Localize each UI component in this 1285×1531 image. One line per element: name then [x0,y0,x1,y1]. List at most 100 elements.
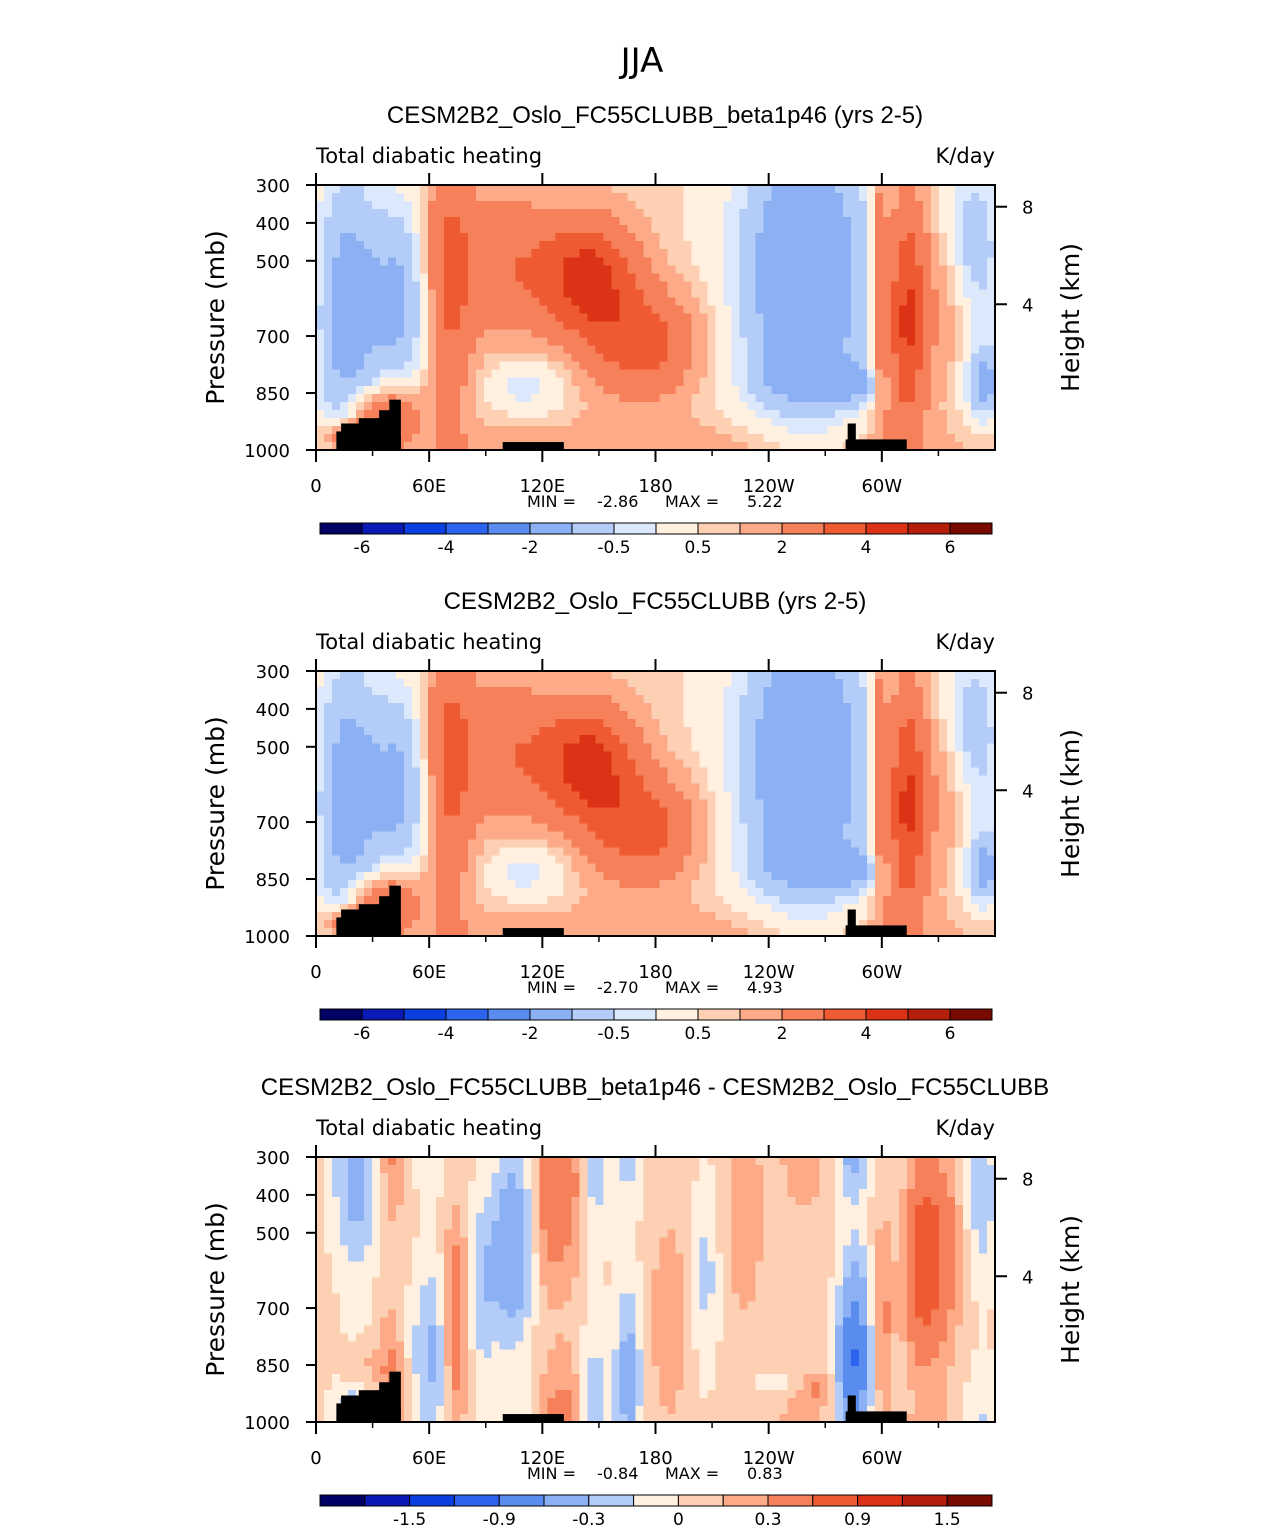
heatmap-cell [555,369,565,379]
heatmap-cell [331,201,341,210]
heatmap-cell [955,687,964,696]
heatmap-cell [939,743,948,752]
heatmap-cell [419,815,429,825]
heatmap-cell [563,839,573,849]
heatmap-cell [755,217,764,226]
heatmap-cell [555,711,565,720]
heatmap-cell [467,193,477,202]
heatmap-cell [371,209,381,218]
heatmap-cell [867,209,876,218]
heatmap-cell [411,337,421,347]
heatmap-cell [387,241,397,250]
heatmap-cell [795,209,804,218]
heatmap-cell [971,433,980,443]
heatmap-cell [723,441,732,451]
heatmap-cell [579,711,589,720]
heatmap-cell [387,345,397,355]
heatmap-cell [379,209,389,218]
heatmap-cell [891,185,900,194]
heatmap-cell [363,233,373,242]
heatmap-cell [347,193,357,202]
heatmap-cell [883,703,892,712]
heatmap-cell [987,417,996,427]
heatmap-cell [739,305,748,315]
heatmap-cell [715,433,724,443]
heatmap-cell [979,839,988,849]
heatmap-cell [715,305,724,315]
heatmap-cell [483,233,493,242]
heatmap-cell [675,695,685,704]
heatmap-cell [331,695,341,704]
heatmap-cell [483,249,493,258]
heatmap-cell [371,799,381,809]
heatmap-cell [859,847,868,857]
heatmap-cell [835,361,844,371]
heatmap-cell [859,719,868,728]
heatmap-cell [963,217,972,226]
heatmap-cell [763,393,772,403]
heatmap-cell [787,361,796,371]
heatmap-cell [467,807,477,817]
heatmap-cell [627,345,637,355]
heatmap-cell [643,393,653,403]
heatmap-cell [747,759,756,768]
heatmap-cell [339,759,349,768]
heatmap-cell [619,695,629,704]
heatmap-cell [507,289,517,299]
heatmap-cell [867,791,876,801]
heatmap-cell [595,345,605,355]
heatmap-cell [747,193,756,202]
heatmap-cell [547,847,557,857]
heatmap-cell [316,671,325,680]
heatmap-cell [891,337,900,347]
heatmap-cell [675,185,685,194]
heatmap-cell [387,201,397,210]
heatmap-cell [403,241,413,250]
min-value: -2.86 [597,492,638,511]
heatmap-cell [323,783,333,793]
heatmap-cell [435,815,445,825]
heatmap-cell [347,807,357,817]
heatmap-cell [316,377,325,387]
heatmap-cell [363,751,373,760]
heatmap-cell [411,671,421,680]
heatmap-cell [355,233,365,242]
heatmap-cell [667,671,677,680]
heatmap-cell [859,775,868,785]
heatmap-cell [931,799,940,809]
heatmap-cell [363,807,373,817]
heatmap-cell [323,201,333,210]
heatmap-cell [427,425,437,435]
heatmap-cell [427,225,437,234]
heatmap-cell [875,703,884,712]
heatmap-cell [875,735,884,744]
heatmap-cell [987,735,996,744]
heatmap-cell [915,385,924,395]
heatmap-cell [547,345,557,355]
heatmap-cell [347,273,357,282]
heatmap-cell [627,767,637,776]
heatmap-cell [955,671,964,680]
heatmap-cell [467,687,477,696]
heatmap [316,185,996,451]
heatmap-cell [955,727,964,736]
heatmap-cell [395,225,405,234]
heatmap-cell [475,313,485,323]
heatmap-cell [931,831,940,841]
heatmap-cell [787,855,796,865]
heatmap-cell [851,353,860,363]
heatmap-cell [635,727,645,736]
heatmap-cell [475,767,485,776]
heatmap-cell [595,249,605,258]
heatmap-cell [755,823,764,833]
heatmap-cell [659,815,669,825]
heatmap-cell [835,719,844,728]
heatmap-cell [851,679,860,688]
heatmap-cell [763,225,772,234]
heatmap-cell [795,433,804,443]
heatmap-cell [643,289,653,299]
heatmap-cell [411,233,421,242]
heatmap-cell [787,441,796,451]
heatmap-cell [539,807,549,817]
heatmap-cell [883,281,892,290]
